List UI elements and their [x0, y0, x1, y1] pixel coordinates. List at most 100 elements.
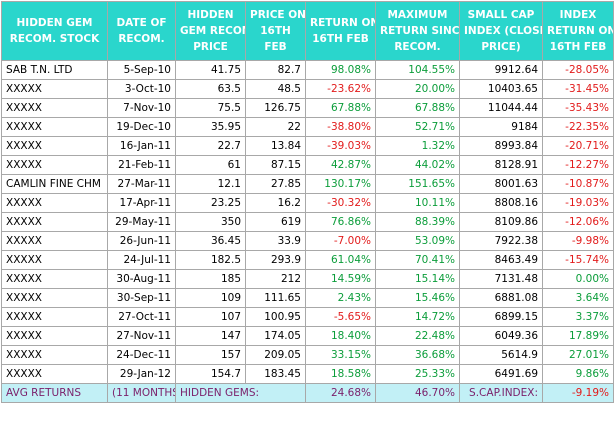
- index-return-header: INDEX RETURN ON 16TH FEB: [542, 1, 614, 61]
- header-row: HIDDEN GEM RECOM. STOCK DATE OF RECOM. HIDDE…: [1, 1, 614, 61]
- index-cell: 9184: [459, 117, 543, 137]
- return-cell: -23.62%: [305, 79, 376, 99]
- index-return-cell: -31.45%: [542, 79, 614, 99]
- table-row: XXXXX 19-Dec-10 35.95 22 -38.80% 52.71% 9184 -2…: [1, 117, 614, 137]
- index-return-cell: 17.89%: [542, 326, 614, 346]
- max-return-cell: 20.00%: [375, 79, 460, 99]
- price-cell: 174.05: [245, 326, 306, 346]
- header-line: SMALL CAP: [467, 9, 535, 21]
- recom-price-cell: 109: [175, 288, 246, 308]
- return-cell: 2.43%: [305, 288, 376, 308]
- table-row: XXXXX 26-Jun-11 36.45 33.9 -7.00% 53.09% 7922.…: [1, 231, 614, 251]
- stock-cell: XXXXX: [1, 345, 108, 365]
- index-return-cell: -20.71%: [542, 136, 614, 156]
- table-row: XXXXX 27-Oct-11 107 100.95 -5.65% 14.72% 6899.…: [1, 307, 614, 327]
- index-return-cell: 9.86%: [542, 364, 614, 384]
- recom-price-header: HIDDEN GEM RECOM PRICE: [175, 1, 246, 61]
- avg-max-return: 46.70%: [375, 383, 460, 403]
- max-return-cell: 36.68%: [375, 345, 460, 365]
- header-line: PRICE): [481, 41, 521, 53]
- index-return-cell: 3.37%: [542, 307, 614, 327]
- stock-cell: XXXXX: [1, 326, 108, 346]
- recom-price-cell: 63.5: [175, 79, 246, 99]
- stock-cell: XXXXX: [1, 250, 108, 270]
- header-line: HIDDEN: [187, 9, 234, 21]
- price-cell: 48.5: [245, 79, 306, 99]
- price-cell: 27.85: [245, 174, 306, 194]
- return-cell: 42.87%: [305, 155, 376, 175]
- header-line: 16TH FEB: [312, 33, 369, 45]
- stock-cell: XXXXX: [1, 98, 108, 118]
- index-cell: 7922.38: [459, 231, 543, 251]
- index-cell: 6491.69: [459, 364, 543, 384]
- date-cell: 29-May-11: [107, 212, 176, 232]
- index-cell: 8808.16: [459, 193, 543, 213]
- max-return-cell: 14.72%: [375, 307, 460, 327]
- table-row: XXXXX 24-Dec-11 157 209.05 33.15% 36.68% 5614.…: [1, 345, 614, 365]
- header-line: PRICE: [193, 41, 228, 53]
- table-row: XXXXX 27-Nov-11 147 174.05 18.40% 22.48% 6049.…: [1, 326, 614, 346]
- header-line: PRICE ON: [250, 9, 306, 21]
- max-return-cell: 151.65%: [375, 174, 460, 194]
- price-cell: 100.95: [245, 307, 306, 327]
- header-line: RETURN SINCE: [380, 25, 460, 37]
- table-row: XXXXX 24-Jul-11 182.5 293.9 61.04% 70.41% 8463…: [1, 250, 614, 270]
- stock-cell: XXXXX: [1, 193, 108, 213]
- index-return-cell: -9.98%: [542, 231, 614, 251]
- header-line: GEM RECOM: [180, 25, 246, 37]
- header-line: RETURN ON: [310, 17, 376, 29]
- table-row: XXXXX 7-Nov-10 75.5 126.75 67.88% 67.88% 11044…: [1, 98, 614, 118]
- index-header: SMALL CAP INDEX (CLOSE PRICE): [459, 1, 543, 61]
- date-cell: 17-Apr-11: [107, 193, 176, 213]
- recom-price-cell: 41.75: [175, 60, 246, 80]
- price-cell: 22: [245, 117, 306, 137]
- table-header: HIDDEN GEM RECOM. STOCK DATE OF RECOM. HIDDE…: [1, 1, 614, 61]
- price-cell: 33.9: [245, 231, 306, 251]
- recom-price-cell: 350: [175, 212, 246, 232]
- index-return-cell: 3.64%: [542, 288, 614, 308]
- price-cell: 16.2: [245, 193, 306, 213]
- table-row: XXXXX 30-Sep-11 109 111.65 2.43% 15.46% 6881.0…: [1, 288, 614, 308]
- max-return-cell: 70.41%: [375, 250, 460, 270]
- index-return-cell: 0.00%: [542, 269, 614, 289]
- recom-price-cell: 35.95: [175, 117, 246, 137]
- stock-cell: XXXXX: [1, 136, 108, 156]
- recom-price-cell: 157: [175, 345, 246, 365]
- recom-price-cell: 154.7: [175, 364, 246, 384]
- return-cell: -39.03%: [305, 136, 376, 156]
- stock-cell: CAMLIN FINE CHM: [1, 174, 108, 194]
- date-cell: 27-Mar-11: [107, 174, 176, 194]
- stock-cell: XXXXX: [1, 364, 108, 384]
- return-cell: 98.08%: [305, 60, 376, 80]
- index-cell: 6881.08: [459, 288, 543, 308]
- header-line: 16TH: [260, 25, 291, 37]
- index-return-cell: -22.35%: [542, 117, 614, 137]
- date-cell: 19-Dec-10: [107, 117, 176, 137]
- index-cell: 8463.49: [459, 250, 543, 270]
- date-header: DATE OF RECOM.: [107, 1, 176, 61]
- stock-cell: XXXXX: [1, 288, 108, 308]
- index-cell: 8993.84: [459, 136, 543, 156]
- return-cell: 76.86%: [305, 212, 376, 232]
- table-body: SAB T.N. LTD 5-Sep-10 41.75 82.7 98.08% 104.5…: [1, 60, 614, 384]
- date-cell: 30-Sep-11: [107, 288, 176, 308]
- table-row: XXXXX 3-Oct-10 63.5 48.5 -23.62% 20.00% 10403.…: [1, 79, 614, 99]
- return-cell: 14.59%: [305, 269, 376, 289]
- table-row: XXXXX 16-Jan-11 22.7 13.84 -39.03% 1.32% 8993.…: [1, 136, 614, 156]
- header-line: INDEX: [559, 9, 597, 21]
- avg-period: (11 MONTHS): [107, 383, 176, 403]
- avg-returns-row: AVG RETURNS (11 MONTHS) HIDDEN GEMS: 24.…: [1, 383, 614, 403]
- max-return-cell: 15.14%: [375, 269, 460, 289]
- return-cell: 61.04%: [305, 250, 376, 270]
- stock-cell: XXXXX: [1, 155, 108, 175]
- header-line: RECOM.: [394, 41, 441, 53]
- price-header: PRICE ON 16TH FEB: [245, 1, 306, 61]
- recom-price-cell: 61: [175, 155, 246, 175]
- index-return-cell: -15.74%: [542, 250, 614, 270]
- date-cell: 24-Dec-11: [107, 345, 176, 365]
- index-avg-return: -9.19%: [542, 383, 614, 403]
- date-cell: 16-Jan-11: [107, 136, 176, 156]
- header-line: RECOM. STOCK: [9, 33, 100, 45]
- max-return-cell: 1.32%: [375, 136, 460, 156]
- price-cell: 13.84: [245, 136, 306, 156]
